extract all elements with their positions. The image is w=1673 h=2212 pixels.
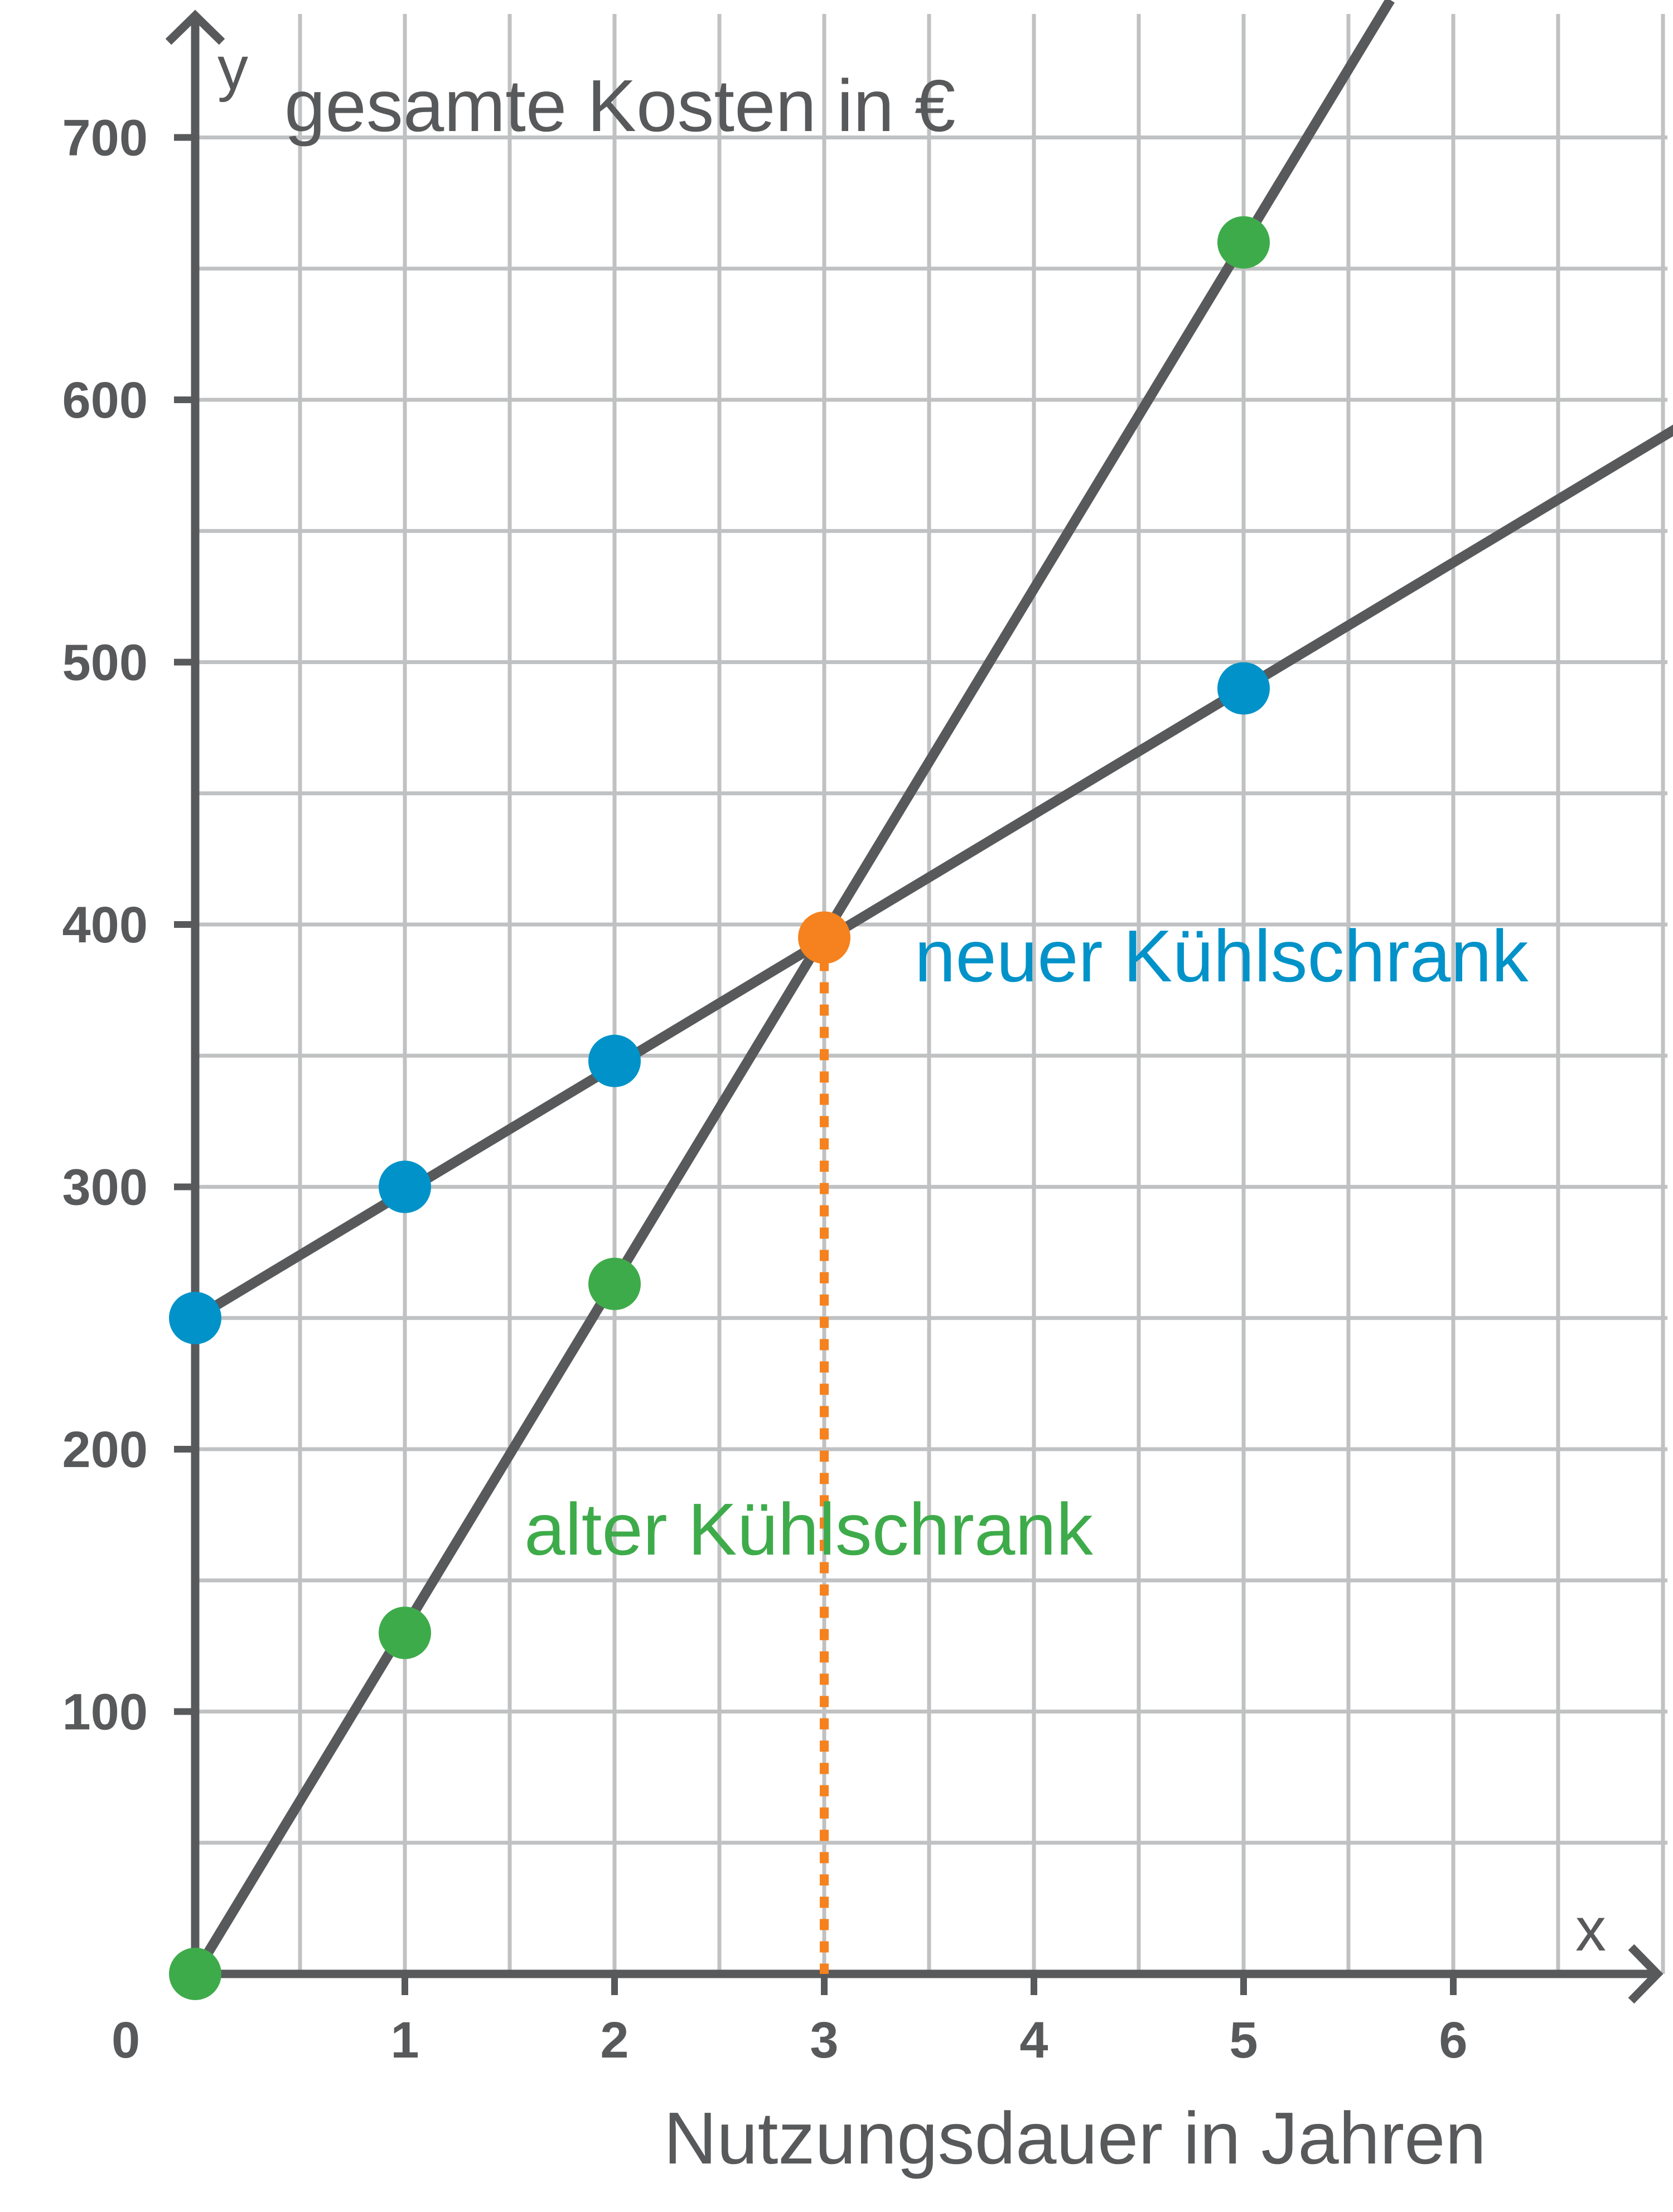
point-neuer [1217, 662, 1270, 715]
grid [195, 14, 1667, 1974]
point-neuer [169, 1291, 221, 1344]
x-axis-letter: x [1575, 1895, 1606, 1964]
y-tick-label: 200 [62, 1421, 148, 1478]
x-tick-label: 1 [390, 2012, 419, 2069]
axes [165, 9, 1664, 2004]
series-line-neuer [192, 424, 1673, 1323]
x-tick-label: 2 [600, 2012, 628, 2069]
point-neuer [379, 1160, 431, 1213]
series-label-neuer: neuer Kühlschrank [915, 915, 1529, 997]
x-axis-title: Nutzungsdauer in Jahren [664, 2097, 1486, 2179]
x-tick-label: 5 [1229, 2012, 1258, 2069]
x-tick-label: 4 [1019, 2012, 1048, 2069]
x-axis-arrow [1628, 1944, 1664, 2004]
data-points [169, 216, 1270, 2000]
y-tick-label: 100 [62, 1684, 148, 1741]
y-tick-label: 700 [62, 110, 148, 167]
y-tick-label: 400 [62, 897, 148, 953]
tick-labels: 100 200 300 400 500 600 700 1 2 3 4 5 6 [62, 110, 1468, 2069]
y-tick-label: 600 [62, 372, 148, 429]
y-axis-letter: y [217, 34, 248, 103]
point-alter [1217, 216, 1270, 269]
y-tick-label: 300 [62, 1159, 148, 1216]
point-alter [588, 1257, 641, 1310]
point-alter [169, 1948, 221, 2000]
y-axis-title: gesamte Kosten in € [284, 65, 955, 147]
x-tick-label: 3 [810, 2012, 838, 2069]
point-intersection [798, 911, 850, 964]
chart-labels: y gesamte Kosten in € x Nutzungsdauer in… [112, 34, 1606, 2179]
point-neuer [588, 1034, 641, 1087]
point-alter [379, 1606, 431, 1659]
x-tick-label: 6 [1439, 2012, 1467, 2069]
y-tick-label: 500 [62, 635, 148, 691]
y-axis-arrow [165, 9, 225, 45]
origin-label: 0 [112, 2012, 140, 2069]
series-label-alter: alter Kühlschrank [524, 1488, 1094, 1570]
